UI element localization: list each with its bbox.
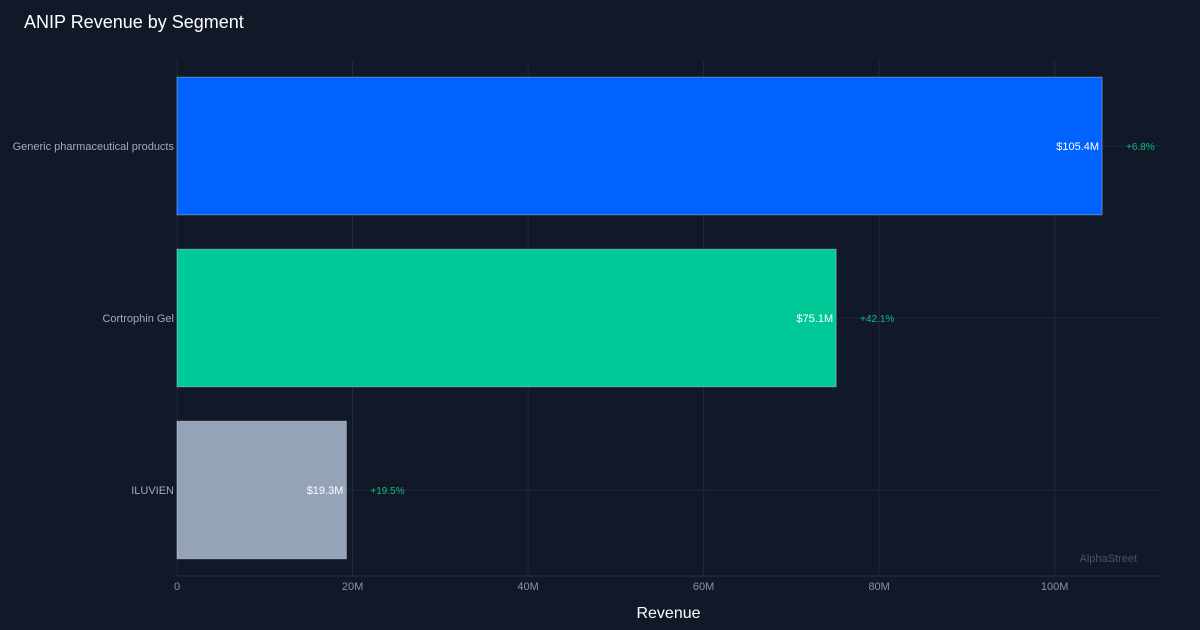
labels: Generic pharmaceutical products $105.4M +6… [13,141,1155,497]
growth-label: +6.8% [1126,142,1155,153]
x-tick-label: 0 [174,581,180,593]
x-tick-label: 100M [1041,581,1069,593]
category-label: Cortrophin Gel [102,313,174,325]
x-axis: 0 20M 40M 60M 80M 100M [174,575,1160,593]
x-tick-label: 80M [868,581,889,593]
growth-label: +42.1% [860,314,894,325]
category-label: Generic pharmaceutical products [13,141,175,153]
category-label: ILUVIEN [131,485,174,497]
bar [176,76,1103,216]
bar [176,420,347,560]
x-tick-label: 40M [517,581,538,593]
x-tick-label: 20M [342,581,363,593]
x-tick-label: 60M [693,581,714,593]
value-label: $19.3M [307,485,344,497]
value-label: $105.4M [1056,141,1099,153]
bars [176,76,1103,560]
chart-title: ANIP Revenue by Segment [24,12,244,32]
watermark-label: AlphaStreet [1080,553,1137,565]
growth-label: +19.5% [370,486,404,497]
bar [176,248,837,388]
x-axis-title: Revenue [636,605,700,622]
value-label: $75.1M [796,313,833,325]
